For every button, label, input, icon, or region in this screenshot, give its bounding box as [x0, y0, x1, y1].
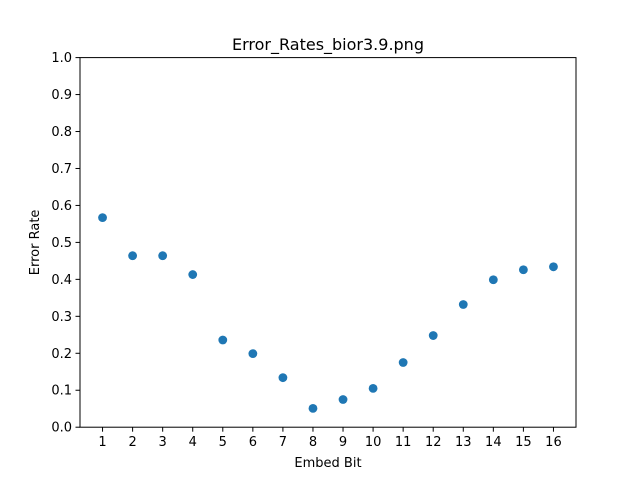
data-point	[488, 275, 498, 285]
data-point	[518, 265, 528, 275]
data-point	[398, 358, 408, 367]
x-axis: 1 2 3 4 5 6 7 8 9 10 11 12 13 14 15 16	[98, 427, 562, 450]
data-point	[428, 331, 438, 340]
y-tick-label: 0.6	[51, 199, 72, 214]
y-axis: 0.0 0.1 0.2 0.3 0.4 0.5 0.6 0.7 0.8 0.9 1.0	[51, 51, 80, 436]
y-tick-label: 0.7	[51, 162, 72, 177]
x-tick-label: 10	[365, 435, 382, 450]
data-point	[218, 335, 228, 345]
y-tick-label: 0.4	[51, 273, 72, 288]
y-tick-label: 0.3	[51, 310, 72, 325]
x-tick-label: 13	[455, 435, 472, 450]
x-tick-label: 15	[515, 435, 532, 450]
data-point	[128, 251, 138, 261]
y-tick-label: 1.0	[51, 51, 72, 66]
x-tick-label: 7	[279, 435, 287, 450]
y-tick-label: 0.5	[51, 236, 72, 251]
data-points	[98, 213, 558, 413]
x-tick-label: 4	[189, 435, 197, 450]
data-point	[368, 383, 378, 393]
x-tick-label: 5	[219, 435, 227, 450]
x-tick-label: 1	[98, 435, 106, 450]
data-point	[308, 403, 318, 413]
x-tick-label: 12	[425, 435, 442, 450]
data-point	[278, 373, 288, 383]
data-point	[458, 300, 468, 309]
x-tick-label: 2	[128, 435, 136, 450]
y-tick-label: 0.0	[51, 421, 72, 436]
y-axis-label: Error Rate	[28, 210, 43, 276]
x-tick-label: 8	[309, 435, 317, 450]
data-point	[338, 395, 348, 404]
x-tick-label: 14	[485, 435, 502, 450]
y-tick-label: 0.2	[51, 347, 72, 362]
data-point	[188, 270, 198, 279]
plot-frame	[79, 57, 577, 428]
y-tick-label: 0.8	[51, 125, 72, 140]
y-tick-label: 0.9	[51, 88, 72, 103]
x-tick-label: 11	[395, 435, 412, 450]
x-tick-label: 16	[545, 435, 562, 450]
x-axis-label: Embed Bit	[294, 456, 361, 471]
data-point	[248, 349, 258, 359]
chart-title: Error_Rates_bior3.9.png	[232, 35, 424, 55]
data-point	[549, 262, 558, 272]
x-tick-label: 9	[339, 435, 347, 450]
data-point	[158, 251, 168, 261]
x-tick-label: 6	[249, 435, 257, 450]
x-tick-label: 3	[159, 435, 167, 450]
data-point	[98, 213, 107, 223]
y-tick-label: 0.1	[51, 384, 72, 399]
